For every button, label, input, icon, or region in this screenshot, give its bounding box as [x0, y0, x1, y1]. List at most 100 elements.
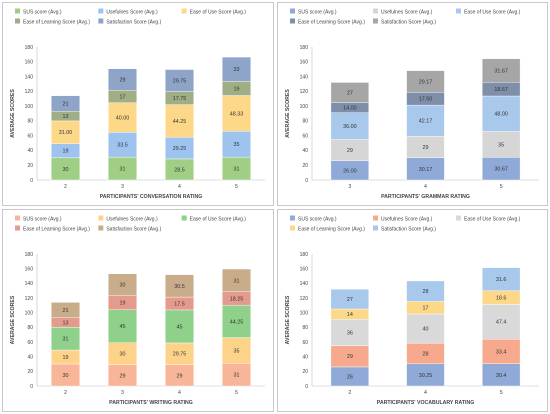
- y-tick-label: 20: [302, 163, 308, 169]
- bar-segment-satisfaction-score-avg: [51, 302, 80, 319]
- legend-swatch: [373, 225, 378, 231]
- bar-data-label: 48.00: [494, 112, 508, 118]
- x-axis-label: PARTICIPANTS' WRITING RATING: [109, 400, 193, 406]
- x-tick-label: 4: [178, 390, 181, 396]
- y-tick-label: 0: [305, 384, 308, 390]
- bar-data-label: 19: [63, 355, 69, 361]
- bar-data-label: 33.4: [496, 349, 507, 355]
- y-tick-label: 20: [27, 163, 33, 169]
- y-tick-label: 40: [302, 148, 308, 154]
- x-tick-label: 2: [64, 184, 67, 190]
- y-tick-label: 100: [25, 310, 34, 316]
- bar-data-label: 21: [63, 308, 69, 314]
- bar-data-label: 27: [347, 90, 353, 96]
- bar-data-label: 17: [120, 94, 126, 100]
- bar-data-label: 19: [63, 149, 69, 155]
- bar-data-label: 30: [120, 352, 126, 358]
- legend-label: Ease of Learning Score (Avg.): [23, 20, 90, 26]
- bar-data-label: 19: [234, 86, 240, 92]
- bar-data-label: 29.75: [173, 352, 187, 358]
- legend-swatch: [15, 8, 20, 14]
- y-tick-label: 60: [302, 340, 308, 346]
- y-tick-label: 140: [25, 74, 34, 80]
- bar-data-label: 40: [423, 327, 429, 333]
- x-tick-label: 5: [500, 184, 503, 190]
- x-tick-label: 2: [348, 390, 351, 396]
- y-tick-label: 120: [25, 296, 34, 302]
- bar-segment-satisfaction-score-avg: [330, 288, 369, 310]
- bar-data-label: 29: [120, 77, 126, 83]
- x-axis-label: PARTICIPANTS' CONVERSATION RATING: [100, 194, 203, 200]
- bar-data-label: 21: [63, 101, 69, 107]
- bar-data-label: 48.33: [230, 111, 244, 117]
- bar-data-label: 26: [347, 374, 353, 380]
- y-tick-label: 160: [300, 266, 309, 272]
- bar-segment-satisfaction-score-avg: [482, 267, 521, 292]
- bar-segment-satisfaction-score-avg: [165, 274, 194, 298]
- legend-label: Ease of Use Score (Avg.): [190, 10, 247, 16]
- y-tick-label: 100: [300, 310, 309, 316]
- bar-segment-ease-of-use-score-avg: [406, 104, 445, 137]
- legend-label: SUS score (Avg.): [298, 10, 337, 16]
- bar-data-label: 30: [63, 373, 69, 379]
- bar-data-label: 29.25: [173, 146, 187, 152]
- bar-data-label: 29: [347, 354, 353, 360]
- legend-swatch: [456, 215, 461, 221]
- x-tick-label: 2: [64, 390, 67, 396]
- writing-rating-chart: SUS score (Avg.) Usefulnes Score (Avg.) Ea…: [10, 215, 265, 406]
- y-axis-label: AVERAGE SCORES: [285, 295, 291, 344]
- legend-label: Satisfaction Score (Avg.): [106, 227, 161, 233]
- bar-segment-ease-of-use-score-avg: [330, 112, 369, 140]
- bar-segment-ease-of-use-score-avg: [222, 95, 251, 132]
- legend-swatch: [373, 215, 378, 221]
- legend-swatch: [373, 18, 378, 24]
- bar-segment-satisfaction-score-avg: [51, 95, 80, 112]
- bar-data-label: 31.00: [59, 130, 73, 136]
- bar-data-label: 44.25: [173, 119, 187, 125]
- bar-data-label: 31: [120, 166, 126, 172]
- x-tick-label: 3: [121, 184, 124, 190]
- legend-swatch: [98, 18, 104, 24]
- bar-data-label: 45: [120, 324, 126, 330]
- bar-data-label: 30: [63, 167, 69, 173]
- conversation-rating-chart-panel: SUS score (Avg.) Usefulnes Score (Avg.) Ea…: [2, 2, 274, 206]
- bar-data-label: 42.17: [419, 119, 433, 125]
- bar-data-label: 30: [120, 283, 126, 289]
- legend-swatch: [290, 225, 295, 231]
- legend-swatch: [181, 215, 187, 221]
- y-tick-label: 180: [300, 45, 309, 51]
- legend-label: Satisfaction Score (Avg.): [381, 20, 436, 26]
- bar-data-label: 30.4: [496, 373, 507, 379]
- y-tick-label: 60: [302, 133, 308, 139]
- y-tick-label: 0: [30, 384, 33, 390]
- bar-segment-satisfaction-score-avg: [406, 280, 445, 302]
- y-tick-label: 100: [25, 104, 34, 110]
- x-tick-label: 3: [348, 184, 351, 190]
- legend-label: Ease of Use Score (Avg.): [190, 217, 247, 223]
- bar-data-label: 45: [177, 324, 183, 330]
- bar-data-label: 28: [423, 351, 429, 357]
- bar-data-label: 13: [63, 320, 69, 326]
- bar-data-label: 18.67: [494, 87, 508, 93]
- legend-swatch: [290, 18, 295, 24]
- legend-label: SUS score (Avg.): [23, 10, 62, 16]
- legend-swatch: [15, 225, 20, 231]
- legend-label: Usefulnes Score (Avg.): [381, 217, 433, 223]
- bar-data-label: 29: [347, 148, 353, 154]
- vocabulary-rating-chart-panel: SUS score (Avg.) Usefulnes Score (Avg.) Ea…: [277, 209, 548, 412]
- legend-swatch: [290, 8, 295, 14]
- bar-data-label: 26.00: [343, 168, 357, 174]
- bar-segment-satisfaction-score-avg: [108, 273, 137, 296]
- y-tick-label: 120: [25, 89, 34, 95]
- bar-data-label: 29: [177, 373, 183, 379]
- bar-data-label: 35: [234, 142, 240, 148]
- bar-segment-satisfaction-score-avg: [222, 56, 251, 82]
- bar-segment-satisfaction-score-avg: [222, 268, 251, 292]
- legend-swatch: [98, 215, 104, 221]
- legend-swatch: [98, 225, 104, 231]
- y-tick-label: 80: [27, 119, 33, 125]
- bar-data-label: 17.50: [419, 97, 433, 103]
- bar-segment-satisfaction-score-avg: [406, 70, 445, 93]
- y-tick-label: 80: [27, 325, 33, 331]
- legend-label: Usefulnes Score (Avg.): [106, 217, 158, 223]
